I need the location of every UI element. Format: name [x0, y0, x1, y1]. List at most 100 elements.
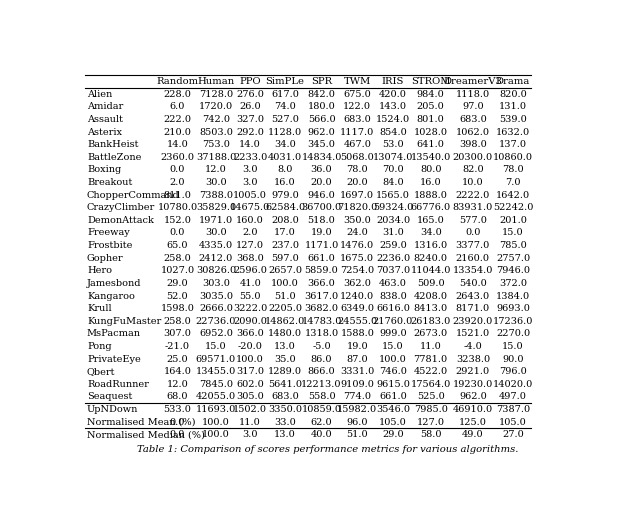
- Text: Hero: Hero: [87, 266, 112, 275]
- Text: 2657.0: 2657.0: [268, 266, 302, 275]
- Text: Freeway: Freeway: [87, 228, 130, 238]
- Text: 78.0: 78.0: [346, 165, 368, 175]
- Text: 566.0: 566.0: [308, 115, 335, 124]
- Text: 100.0: 100.0: [379, 355, 407, 364]
- Text: 362.0: 362.0: [343, 279, 371, 288]
- Text: 25.0: 25.0: [166, 355, 188, 364]
- Text: 303.0: 303.0: [202, 279, 230, 288]
- Text: 683.0: 683.0: [459, 115, 486, 124]
- Text: 52.0: 52.0: [166, 291, 188, 301]
- Text: 3350.0: 3350.0: [268, 405, 302, 414]
- Text: 0.0: 0.0: [170, 430, 185, 439]
- Text: 742.0: 742.0: [202, 115, 230, 124]
- Text: 1502.0: 1502.0: [233, 405, 267, 414]
- Text: 497.0: 497.0: [499, 392, 527, 401]
- Text: 11.0: 11.0: [239, 418, 261, 426]
- Text: 366.0: 366.0: [236, 329, 264, 338]
- Text: Alien: Alien: [87, 90, 112, 99]
- Text: 14675.0: 14675.0: [230, 203, 270, 212]
- Text: 1476.0: 1476.0: [340, 241, 374, 250]
- Text: Normalised Median (%): Normalised Median (%): [87, 430, 205, 439]
- Text: 2921.0: 2921.0: [456, 367, 490, 376]
- Text: 753.0: 753.0: [202, 140, 230, 149]
- Text: STROM: STROM: [411, 77, 451, 86]
- Text: -5.0: -5.0: [312, 342, 331, 351]
- Text: 22736.0: 22736.0: [196, 317, 236, 326]
- Text: 100.0: 100.0: [202, 418, 230, 426]
- Text: 1171.0: 1171.0: [305, 241, 339, 250]
- Text: 1642.0: 1642.0: [496, 190, 530, 200]
- Text: 9693.0: 9693.0: [496, 304, 530, 313]
- Text: 208.0: 208.0: [271, 216, 299, 225]
- Text: Gopher: Gopher: [87, 253, 124, 263]
- Text: Qbert: Qbert: [87, 367, 115, 376]
- Text: 1240.0: 1240.0: [340, 291, 374, 301]
- Text: 6349.0: 6349.0: [340, 304, 374, 313]
- Text: Breakout: Breakout: [87, 178, 132, 187]
- Text: 228.0: 228.0: [164, 90, 191, 99]
- Text: 37188.0: 37188.0: [196, 153, 236, 162]
- Text: 19230.0: 19230.0: [452, 380, 493, 389]
- Text: 2.0: 2.0: [243, 228, 258, 238]
- Text: 29.0: 29.0: [166, 279, 188, 288]
- Text: KungFuMaster: KungFuMaster: [87, 317, 161, 326]
- Text: 36700.0: 36700.0: [301, 203, 342, 212]
- Text: 0.0: 0.0: [465, 228, 481, 238]
- Text: 14.0: 14.0: [239, 140, 261, 149]
- Text: 1289.0: 1289.0: [268, 367, 302, 376]
- Text: 34.0: 34.0: [420, 228, 442, 238]
- Text: 7387.0: 7387.0: [496, 405, 530, 414]
- Text: 4208.0: 4208.0: [413, 291, 447, 301]
- Text: 11.0: 11.0: [420, 342, 442, 351]
- Text: 2360.0: 2360.0: [161, 153, 195, 162]
- Text: 366.0: 366.0: [308, 279, 335, 288]
- Text: 29.0: 29.0: [382, 430, 404, 439]
- Text: Assault: Assault: [87, 115, 123, 124]
- Text: PrivateEye: PrivateEye: [87, 355, 141, 364]
- Text: 127.0: 127.0: [417, 418, 445, 426]
- Text: 49.0: 49.0: [462, 430, 484, 439]
- Text: 368.0: 368.0: [236, 253, 264, 263]
- Text: 683.0: 683.0: [344, 115, 371, 124]
- Text: 307.0: 307.0: [164, 329, 191, 338]
- Text: 1565.0: 1565.0: [376, 190, 410, 200]
- Text: 20.0: 20.0: [346, 178, 368, 187]
- Text: 83931.0: 83931.0: [452, 203, 493, 212]
- Text: 1117.0: 1117.0: [340, 127, 374, 137]
- Text: 66776.0: 66776.0: [411, 203, 451, 212]
- Text: 15.0: 15.0: [502, 228, 524, 238]
- Text: -20.0: -20.0: [237, 342, 262, 351]
- Text: 17.0: 17.0: [274, 228, 296, 238]
- Text: 2270.0: 2270.0: [496, 329, 530, 338]
- Text: 87.0: 87.0: [346, 355, 368, 364]
- Text: 3238.0: 3238.0: [456, 355, 490, 364]
- Text: 137.0: 137.0: [499, 140, 527, 149]
- Text: 7.0: 7.0: [505, 178, 521, 187]
- Text: 26183.0: 26183.0: [410, 317, 451, 326]
- Text: 13.0: 13.0: [274, 430, 296, 439]
- Text: 68.0: 68.0: [166, 392, 188, 401]
- Text: 3682.0: 3682.0: [305, 304, 339, 313]
- Text: 6.0: 6.0: [170, 102, 185, 111]
- Text: 8.0: 8.0: [277, 165, 292, 175]
- Text: 463.0: 463.0: [379, 279, 407, 288]
- Text: -4.0: -4.0: [463, 342, 482, 351]
- Text: 540.0: 540.0: [459, 279, 486, 288]
- Text: Amidar: Amidar: [87, 102, 123, 111]
- Text: 12213.0: 12213.0: [301, 380, 342, 389]
- Text: 525.0: 525.0: [417, 392, 445, 401]
- Text: Drama: Drama: [496, 77, 530, 86]
- Text: 259.0: 259.0: [379, 241, 407, 250]
- Text: Table 1: Comparison of scores performance metrics for various algorithms.: Table 1: Comparison of scores performanc…: [138, 445, 518, 454]
- Text: 9615.0: 9615.0: [376, 380, 410, 389]
- Text: 1005.0: 1005.0: [233, 190, 267, 200]
- Text: 962.0: 962.0: [308, 127, 335, 137]
- Text: 23920.0: 23920.0: [452, 317, 493, 326]
- Text: 12.0: 12.0: [166, 380, 188, 389]
- Text: Frostbite: Frostbite: [87, 241, 132, 250]
- Text: 125.0: 125.0: [459, 418, 487, 426]
- Text: 33.0: 33.0: [274, 418, 296, 426]
- Text: 2205.0: 2205.0: [268, 304, 302, 313]
- Text: 10859.0: 10859.0: [301, 405, 342, 414]
- Text: 372.0: 372.0: [499, 279, 527, 288]
